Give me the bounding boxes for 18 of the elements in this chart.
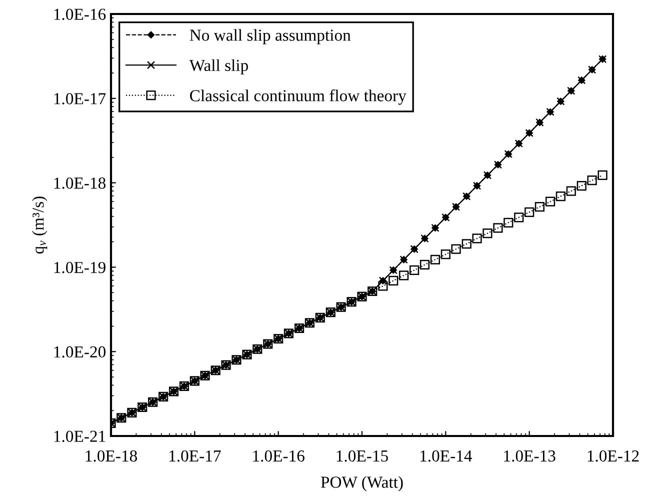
x-tick-label: 1.0E-15	[336, 450, 388, 462]
y-tick-label: 1.0E-20	[54, 346, 106, 358]
legend-label: No wall slip assumption	[190, 29, 351, 44]
y-tick-label: 1.0E-16	[54, 8, 106, 20]
y-tick-label: 1.0E-21	[54, 430, 106, 442]
y-tick-label: 1.0E-19	[54, 262, 106, 274]
x-tick-label: 1.0E-18	[86, 450, 137, 462]
x-tick-label: 1.0E-13	[504, 450, 556, 462]
x-tick-label: 1.0E-16	[253, 450, 304, 462]
legend-label: Wall slip	[189, 59, 248, 74]
y-axis-title: q$_{v}$ (m³/s)	[32, 196, 48, 254]
y-tick-label: 1.0E-17	[54, 93, 106, 104]
x-tick-label: 1.0E-17	[170, 450, 221, 462]
legend-label: Classical continuum flow theory	[190, 89, 406, 105]
x-tick-label: 1.0E-14	[420, 450, 472, 462]
x-axis-title: POW (Watt)	[320, 476, 403, 492]
y-tick-label: 1.0E-18	[54, 178, 106, 189]
x-tick-label: 1.0E-12	[588, 450, 639, 462]
